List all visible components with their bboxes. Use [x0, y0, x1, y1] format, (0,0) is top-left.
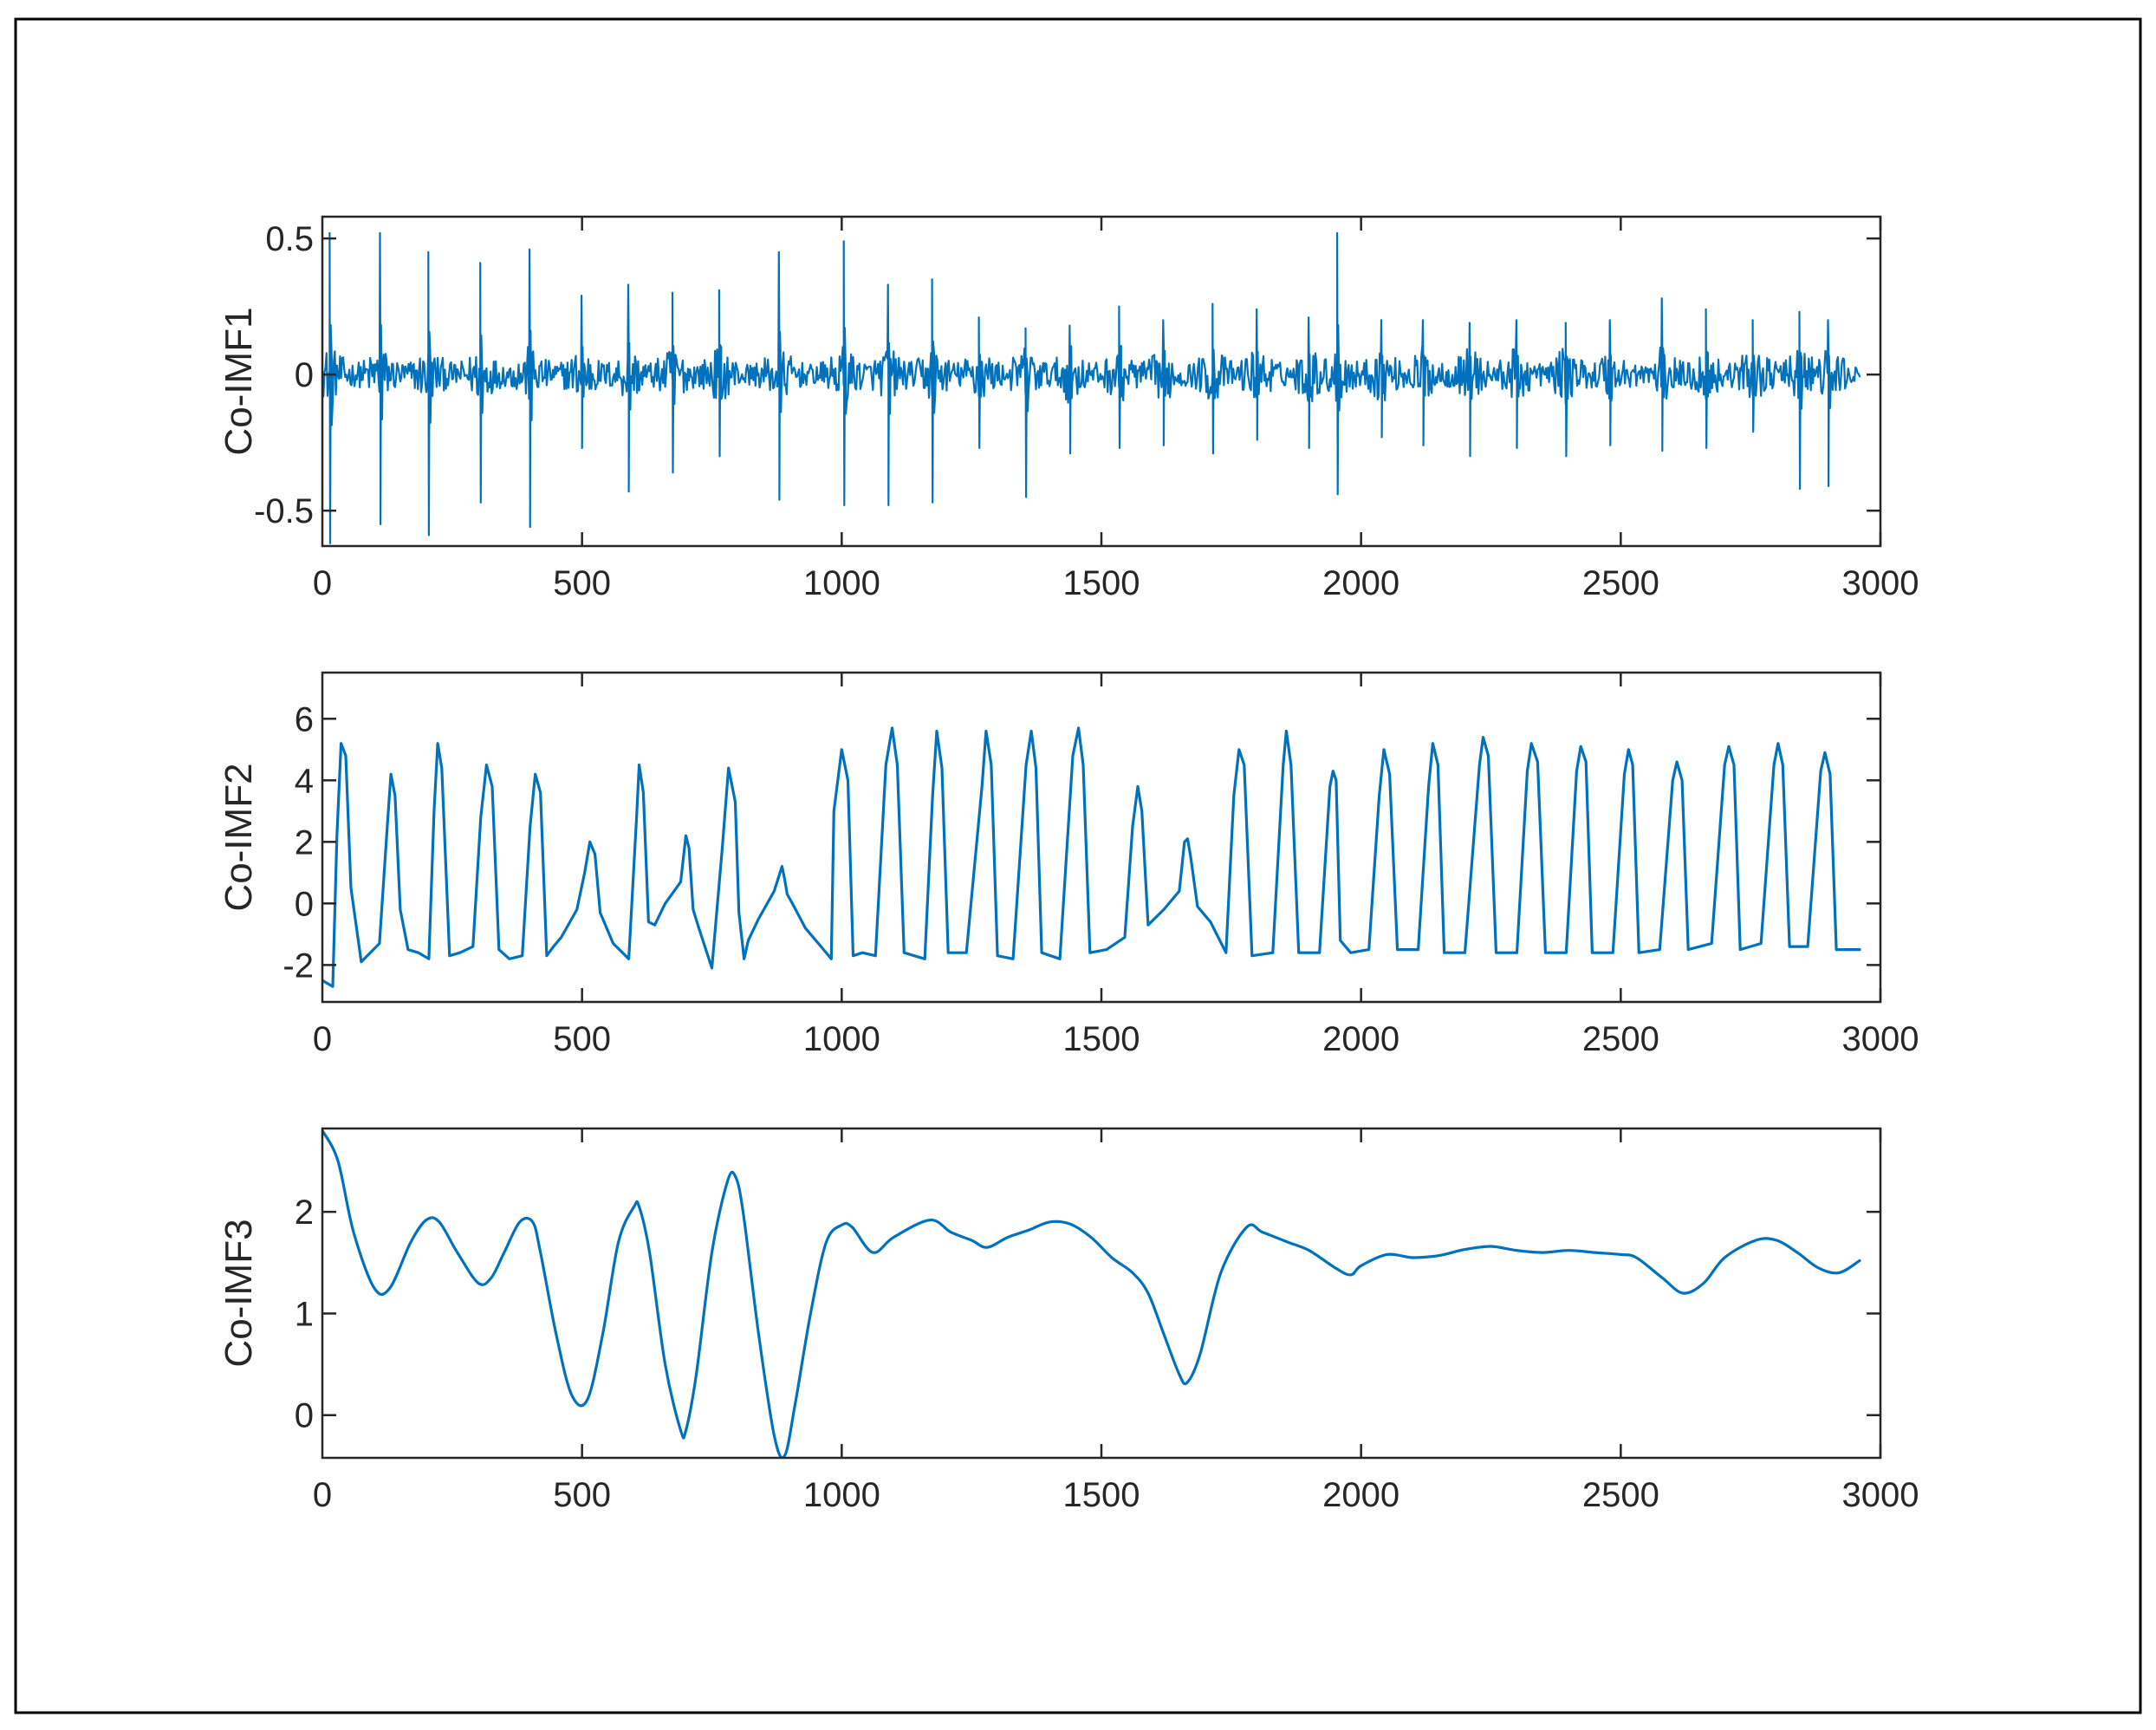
y-axis-label: Co-IMF3: [218, 1219, 260, 1367]
y-tick-label: 4: [295, 762, 314, 800]
y-tick-label: 0: [295, 356, 314, 394]
x-tick-label: 2500: [1582, 564, 1659, 602]
x-tick-label: 2000: [1322, 1476, 1399, 1514]
x-tick-label: 0: [313, 1476, 332, 1514]
y-tick-label: 6: [295, 700, 314, 738]
y-tick-label: 1: [295, 1295, 314, 1333]
subplot-2: 0 500 1000 1500 2000 2500 3000 -2 0 2 4 6 Co-IMF2: [218, 671, 1919, 1058]
x-tick-label: 2000: [1322, 1020, 1399, 1058]
axes-box: [321, 215, 1882, 548]
subplot-3: 0 500 1000 1500 2000 2500 3000 0 1 2 Co-IMF3: [218, 1127, 1919, 1514]
y-tick-label: 0: [295, 885, 314, 923]
x-tick-label: 1000: [803, 564, 880, 602]
x-tick-label: 500: [553, 1476, 611, 1514]
y-tick-label: -2: [282, 946, 314, 985]
x-tick-label: 2500: [1582, 1020, 1659, 1058]
y-tick-label: 2: [295, 823, 314, 862]
series-line-co-imf1: [322, 231, 1861, 544]
x-tick-label: 3000: [1842, 1020, 1919, 1058]
y-axis-label: Co-IMF1: [218, 307, 260, 455]
x-tick-label: 2000: [1322, 564, 1399, 602]
y-tick-label: 0.5: [265, 220, 314, 258]
x-tick-label: 1000: [803, 1476, 880, 1514]
x-tick-label: 1000: [803, 1020, 880, 1058]
x-tick-label: 0: [313, 564, 332, 602]
x-tick-label: 3000: [1842, 564, 1919, 602]
subplot-1: 0 500 1000 1500 2000 2500 3000 -0.5 0 0.5 Co-IMF1: [218, 215, 1919, 602]
x-tick-label: 500: [553, 564, 611, 602]
series-line-co-imf2: [322, 726, 1861, 988]
x-tick-label: 0: [313, 1020, 332, 1058]
x-tick-label: 1500: [1063, 1476, 1140, 1514]
y-tick-label: -0.5: [254, 492, 314, 530]
x-tick-label: 2500: [1582, 1476, 1659, 1514]
y-tick-label: 0: [295, 1397, 314, 1435]
series-line-co-imf3: [322, 1128, 1861, 1458]
axes-box: [321, 1127, 1882, 1460]
x-tick-label: 1500: [1063, 564, 1140, 602]
x-tick-label: 500: [553, 1020, 611, 1058]
y-tick-label: 2: [295, 1193, 314, 1232]
x-tick-label: 3000: [1842, 1476, 1919, 1514]
y-axis-label: Co-IMF2: [218, 763, 260, 911]
subplots: 0 500 1000 1500 2000 2500 3000-0.500.5Co-IMF10…: [218, 215, 1919, 1514]
x-tick-label: 1500: [1063, 1020, 1140, 1058]
figure-border: [14, 17, 2142, 1714]
